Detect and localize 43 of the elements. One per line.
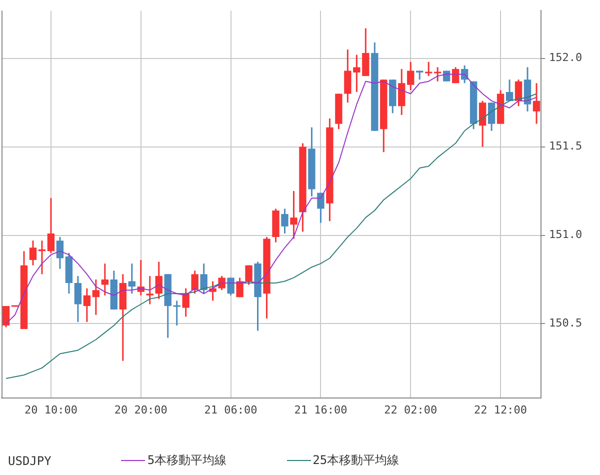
candlestick [532, 82, 540, 125]
candlestick [2, 305, 10, 328]
y-tick-label: 151.5 [549, 140, 582, 153]
x-tick-label: 21 16:00 [294, 403, 348, 416]
y-tick-label: 152.0 [549, 51, 582, 64]
candlestick [478, 100, 486, 148]
candlestick [74, 275, 82, 323]
x-tick-label: 22 12:00 [474, 403, 528, 416]
legend-label: 25本移動平均線 [312, 452, 400, 469]
candlestick [92, 278, 100, 316]
candlestick [281, 208, 288, 234]
legend-label: 5本移動平均線 [147, 452, 227, 469]
candlestick [146, 275, 154, 305]
candlestick [218, 275, 226, 291]
candlestick [83, 288, 91, 323]
candlestick [506, 78, 514, 102]
candlestick [200, 262, 208, 294]
candlestick [101, 262, 109, 296]
candlestick [155, 261, 162, 300]
candlestick [47, 197, 55, 254]
candlestick [191, 270, 198, 294]
x-tick-label: 20 20:00 [114, 403, 168, 416]
legend-title: USDJPY [8, 454, 52, 468]
candlestick [398, 68, 406, 116]
candlestick [488, 102, 496, 132]
candlestick [424, 61, 433, 77]
candlestick [236, 276, 244, 298]
y-tick-label: 150.5 [549, 316, 582, 330]
candlestick [227, 276, 234, 296]
candlestick [245, 264, 252, 286]
x-tick-label: 22 02:00 [384, 403, 438, 416]
candlestick [433, 66, 442, 82]
y-tick-label: 151.0 [549, 228, 582, 242]
candlestick [29, 240, 37, 266]
candlestick [317, 192, 324, 224]
candlestick [407, 61, 414, 91]
x-tick-label: 21 06:00 [204, 403, 258, 416]
candlestick [290, 190, 298, 240]
x-tick-label: 20 10:00 [24, 403, 78, 416]
candlestick [56, 236, 64, 270]
candlestick [128, 262, 136, 294]
candlestick [182, 288, 190, 318]
candlestick [514, 78, 522, 107]
